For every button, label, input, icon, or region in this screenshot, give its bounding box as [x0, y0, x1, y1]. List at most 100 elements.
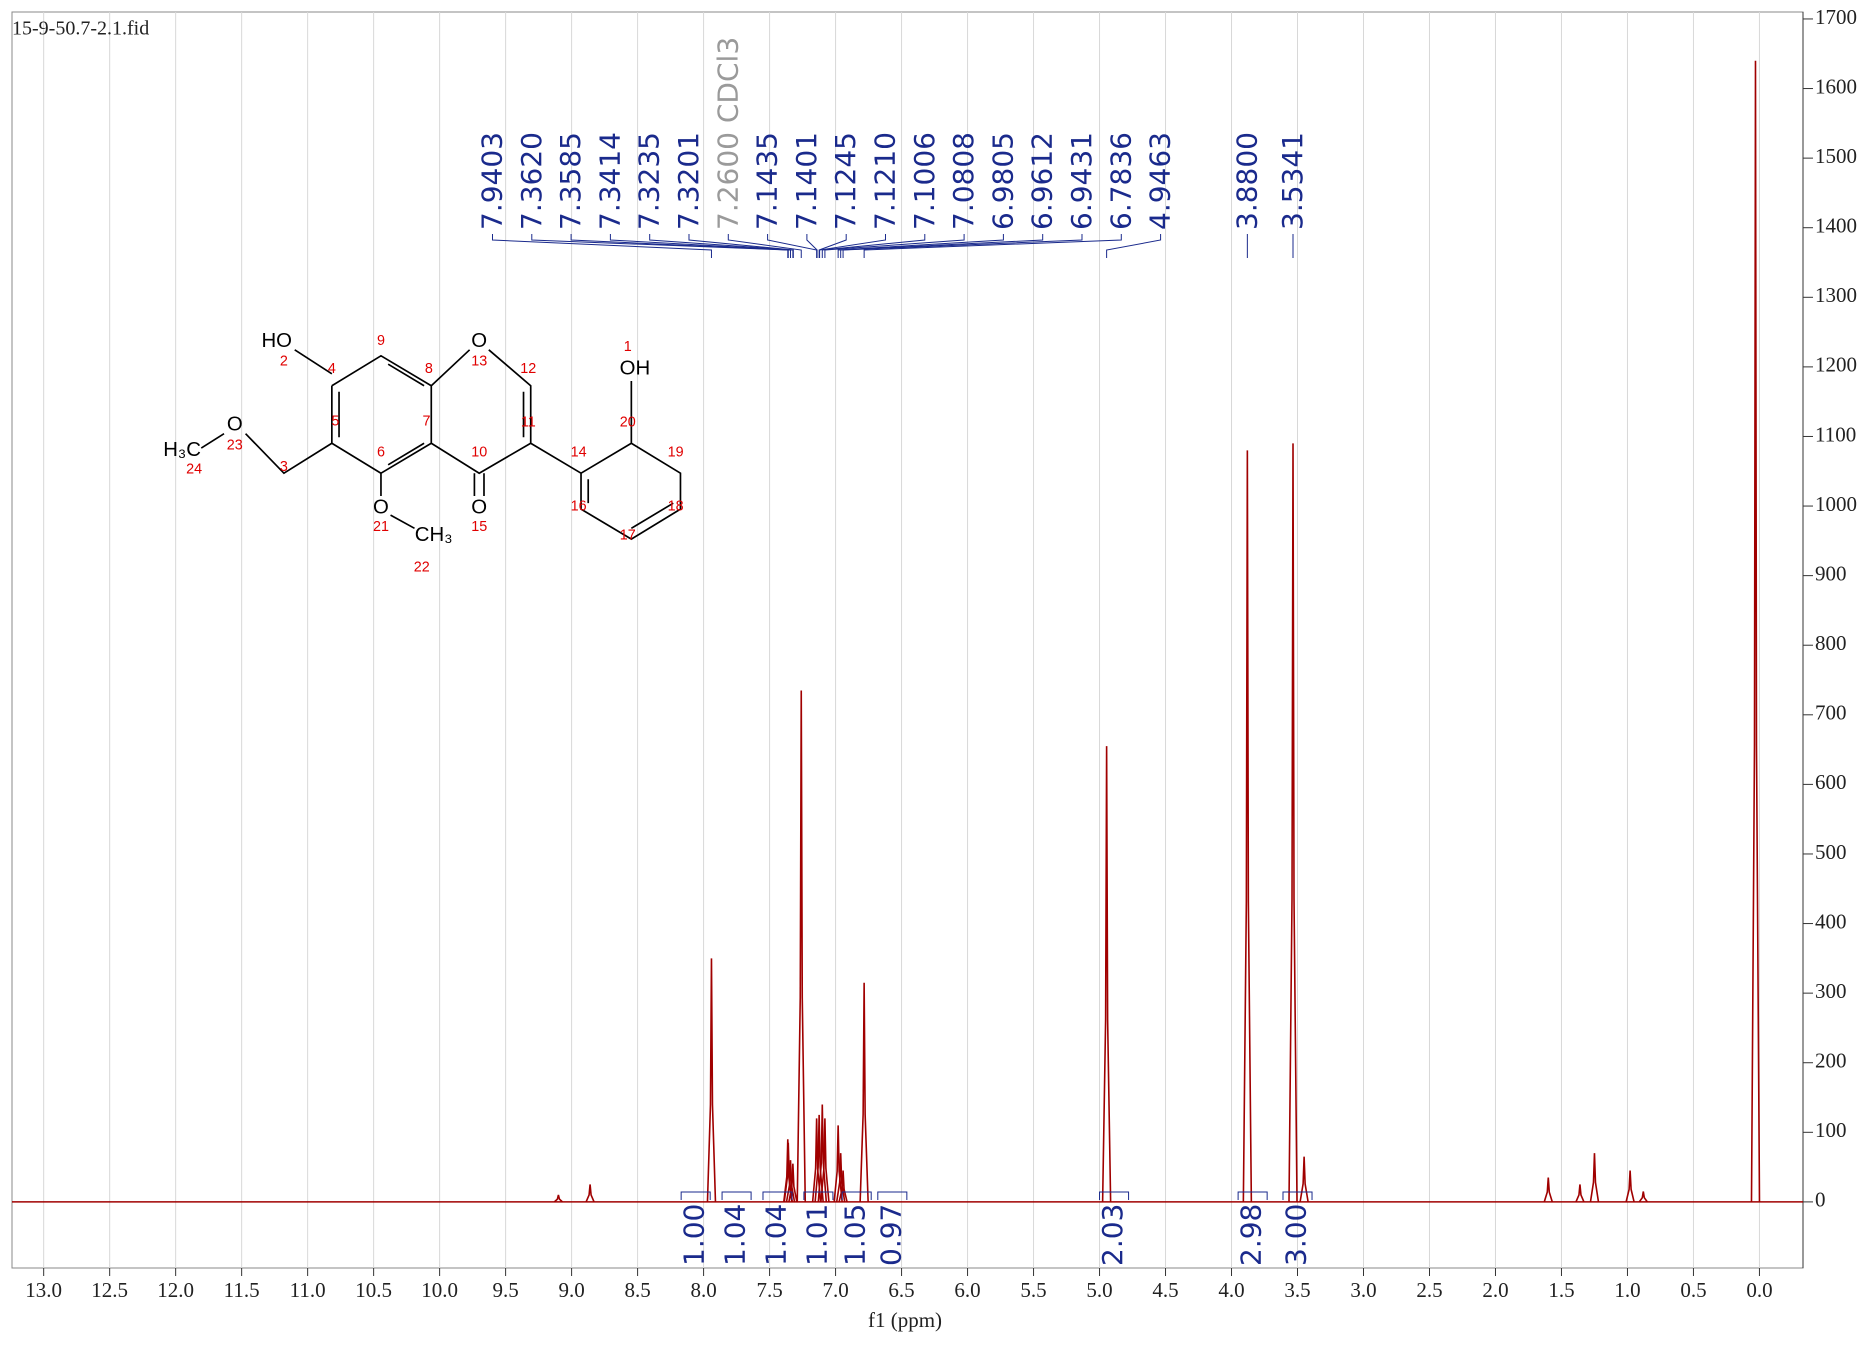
x-tick-label: 11.0	[290, 1278, 326, 1302]
peak	[1299, 1156, 1309, 1203]
peak	[1589, 1153, 1600, 1203]
peak-label: 7.3585	[554, 132, 587, 230]
atom-number: 15	[471, 519, 487, 535]
peak	[706, 958, 717, 1202]
integral-label: 1.05	[839, 1204, 872, 1266]
peak-label-connector	[727, 234, 802, 258]
y-tick-label: 1600	[1815, 74, 1857, 98]
peak-label-connector	[837, 234, 1004, 258]
peak-label-connector	[824, 234, 965, 258]
peak-label: 6.9805	[986, 132, 1019, 230]
peak	[838, 1170, 848, 1203]
x-tick-label: 4.0	[1218, 1278, 1244, 1302]
atom-label: O	[373, 496, 389, 518]
integral-label: 2.03	[1096, 1204, 1129, 1266]
x-tick-label: 4.5	[1152, 1278, 1178, 1302]
integral-bracket	[680, 1191, 711, 1200]
atom-number: 13	[471, 354, 487, 370]
x-tick-label: 7.0	[822, 1278, 848, 1302]
y-tick-label: 600	[1815, 770, 1847, 794]
integral-bracket	[877, 1191, 908, 1200]
peak	[783, 1142, 794, 1202]
peak-label-connector	[570, 234, 789, 258]
x-tick-label: 6.0	[954, 1278, 980, 1302]
x-tick-label: 1.0	[1614, 1278, 1640, 1302]
y-tick-label: 900	[1815, 561, 1847, 585]
x-tick-label: 12.5	[91, 1278, 128, 1302]
integral-bracket	[1237, 1191, 1268, 1200]
peak-label-connector	[821, 234, 926, 258]
peak	[1242, 450, 1253, 1202]
atom-number: 16	[571, 499, 587, 515]
y-tick-label: 1300	[1815, 283, 1857, 307]
x-tick-label: 7.5	[756, 1278, 782, 1302]
atom-number: 24	[186, 461, 202, 477]
atom-label: O	[471, 496, 487, 518]
atom-number: 22	[414, 560, 430, 576]
y-tick-label: 800	[1815, 631, 1847, 655]
peak	[796, 690, 807, 1202]
peak	[785, 1160, 796, 1203]
y-tick-label: 700	[1815, 701, 1847, 725]
peak	[859, 982, 869, 1202]
peak-label-connector	[1106, 234, 1162, 258]
integral-label: 1.00	[678, 1204, 711, 1266]
atom-label: OH	[620, 357, 651, 379]
x-tick-label: 6.5	[888, 1278, 914, 1302]
x-tick-label: 2.5	[1416, 1278, 1442, 1302]
atom-number: 1	[624, 339, 632, 355]
atom-number: 10	[471, 445, 487, 461]
peak-label-connector	[806, 234, 818, 258]
atom-number: 5	[331, 413, 339, 429]
peak-label-connector	[491, 234, 712, 258]
atom-number: 17	[620, 527, 636, 543]
peak-label: 7.1210	[868, 132, 901, 230]
atom-number: 19	[668, 445, 684, 461]
peak-label: 7.1435	[751, 132, 784, 230]
peak	[1101, 746, 1112, 1202]
x-tick-label: 3.0	[1350, 1278, 1376, 1302]
atom-label: CH₃	[415, 524, 453, 546]
atom-number: 20	[620, 415, 636, 431]
atom-number: 11	[521, 415, 536, 431]
peak	[820, 1118, 830, 1202]
peak-label: 7.3620	[515, 132, 548, 230]
atom-number: 18	[668, 499, 684, 515]
peak-label: 7.1006	[908, 132, 941, 230]
integral-label: 2.98	[1235, 1204, 1268, 1266]
y-tick-label: 1000	[1815, 492, 1857, 516]
atom-number: 9	[377, 333, 385, 349]
x-tick-label: 2.0	[1482, 1278, 1508, 1302]
file-name: 15-9-50.7-2.1.fid	[12, 18, 149, 40]
peak-label: 6.9612	[1026, 132, 1059, 230]
atom-number: 4	[328, 361, 336, 377]
atom-number: 21	[373, 519, 389, 535]
integral-bracket	[1099, 1191, 1130, 1200]
y-tick-label: 200	[1815, 1049, 1847, 1073]
y-tick-label: 1500	[1815, 144, 1857, 168]
peak	[1625, 1170, 1635, 1203]
peak-label: 7.0808	[947, 132, 980, 230]
y-tick-label: 1100	[1815, 422, 1856, 446]
y-tick-label: 300	[1815, 979, 1847, 1003]
peak	[1638, 1191, 1648, 1203]
atom-number: 12	[520, 361, 536, 377]
peak	[811, 1118, 822, 1202]
peak	[553, 1194, 563, 1203]
atom-number: 2	[280, 354, 288, 370]
peak	[1288, 443, 1298, 1202]
atom-number: 6	[377, 445, 385, 461]
atom-label: O	[471, 330, 487, 352]
integral-label: 1.04	[759, 1204, 792, 1266]
x-tick-label: 5.5	[1020, 1278, 1046, 1302]
peak	[585, 1184, 595, 1203]
plot-area: 13.0 12.5 12.0 11.5 11.0 10.5 10.0 9.5 9.0 8.5 8.0…	[11, 5, 1857, 1302]
x-tick-label: 9.0	[558, 1278, 584, 1302]
peak-label: 7.2600 CDCl3	[711, 37, 744, 230]
integral-label: 1.01	[800, 1204, 833, 1266]
x-tick-label: 8.0	[690, 1278, 716, 1302]
integral-label: 1.04	[719, 1204, 752, 1266]
integral-bracket	[803, 1191, 834, 1200]
peak-label: 3.5341	[1276, 132, 1309, 230]
